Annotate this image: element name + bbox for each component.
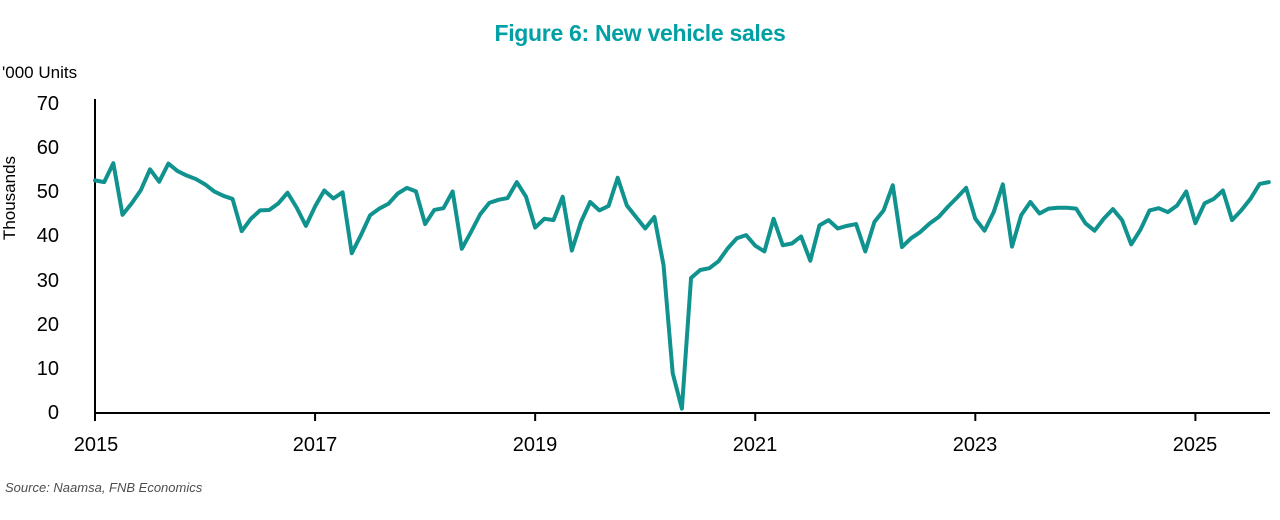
sales-line-series: [93, 161, 1271, 411]
y-tick-label: 0: [47, 402, 59, 424]
x-tick-label: 2015: [73, 434, 119, 456]
chart-title: Figure 6: New vehicle sales: [494, 20, 786, 46]
y-tick-label: 70: [36, 93, 59, 115]
x-axis-ticks: [94, 413, 1197, 421]
x-tick-label: 2021: [732, 434, 778, 456]
x-tick-label: 2019: [512, 434, 558, 456]
y-tick-label: 50: [36, 181, 59, 203]
y-tick-label: 10: [36, 358, 59, 380]
y-tick-label: 60: [36, 137, 59, 159]
source-note: Source: Naamsa, FNB Economics: [5, 480, 203, 495]
x-tick-label: 2025: [1172, 434, 1218, 456]
x-tick-label: 2017: [292, 434, 338, 456]
y-tick-label: 20: [36, 314, 59, 336]
units-label: '000 Units: [2, 63, 78, 82]
x-tick-label: 2023: [952, 434, 998, 456]
y-tick-label: 40: [36, 225, 59, 247]
y-tick-label: 30: [36, 270, 59, 292]
